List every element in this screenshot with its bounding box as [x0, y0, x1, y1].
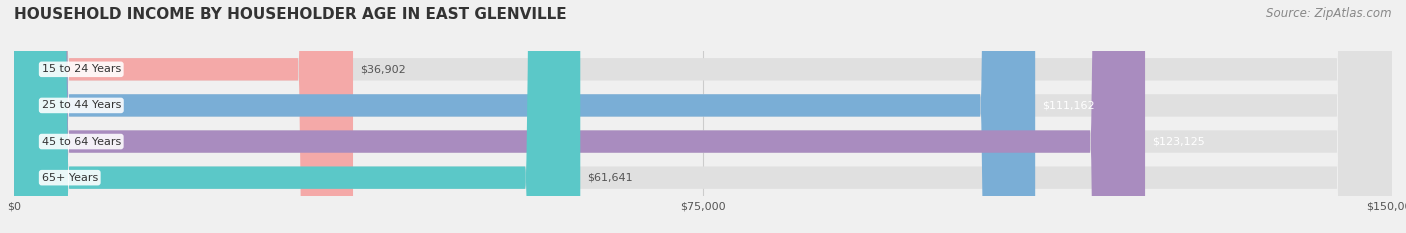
- Text: $36,902: $36,902: [360, 64, 406, 74]
- Text: $123,125: $123,125: [1152, 137, 1205, 147]
- FancyBboxPatch shape: [14, 0, 1035, 233]
- Text: 45 to 64 Years: 45 to 64 Years: [42, 137, 121, 147]
- FancyBboxPatch shape: [14, 0, 353, 233]
- Text: 25 to 44 Years: 25 to 44 Years: [42, 100, 121, 110]
- Text: $111,162: $111,162: [1042, 100, 1095, 110]
- Text: 65+ Years: 65+ Years: [42, 173, 98, 183]
- Text: Source: ZipAtlas.com: Source: ZipAtlas.com: [1267, 7, 1392, 20]
- FancyBboxPatch shape: [14, 0, 1144, 233]
- FancyBboxPatch shape: [14, 0, 1392, 233]
- FancyBboxPatch shape: [14, 0, 581, 233]
- FancyBboxPatch shape: [14, 0, 1392, 233]
- FancyBboxPatch shape: [14, 0, 1392, 233]
- Text: HOUSEHOLD INCOME BY HOUSEHOLDER AGE IN EAST GLENVILLE: HOUSEHOLD INCOME BY HOUSEHOLDER AGE IN E…: [14, 7, 567, 22]
- FancyBboxPatch shape: [14, 0, 1392, 233]
- Text: 15 to 24 Years: 15 to 24 Years: [42, 64, 121, 74]
- Text: $61,641: $61,641: [588, 173, 633, 183]
